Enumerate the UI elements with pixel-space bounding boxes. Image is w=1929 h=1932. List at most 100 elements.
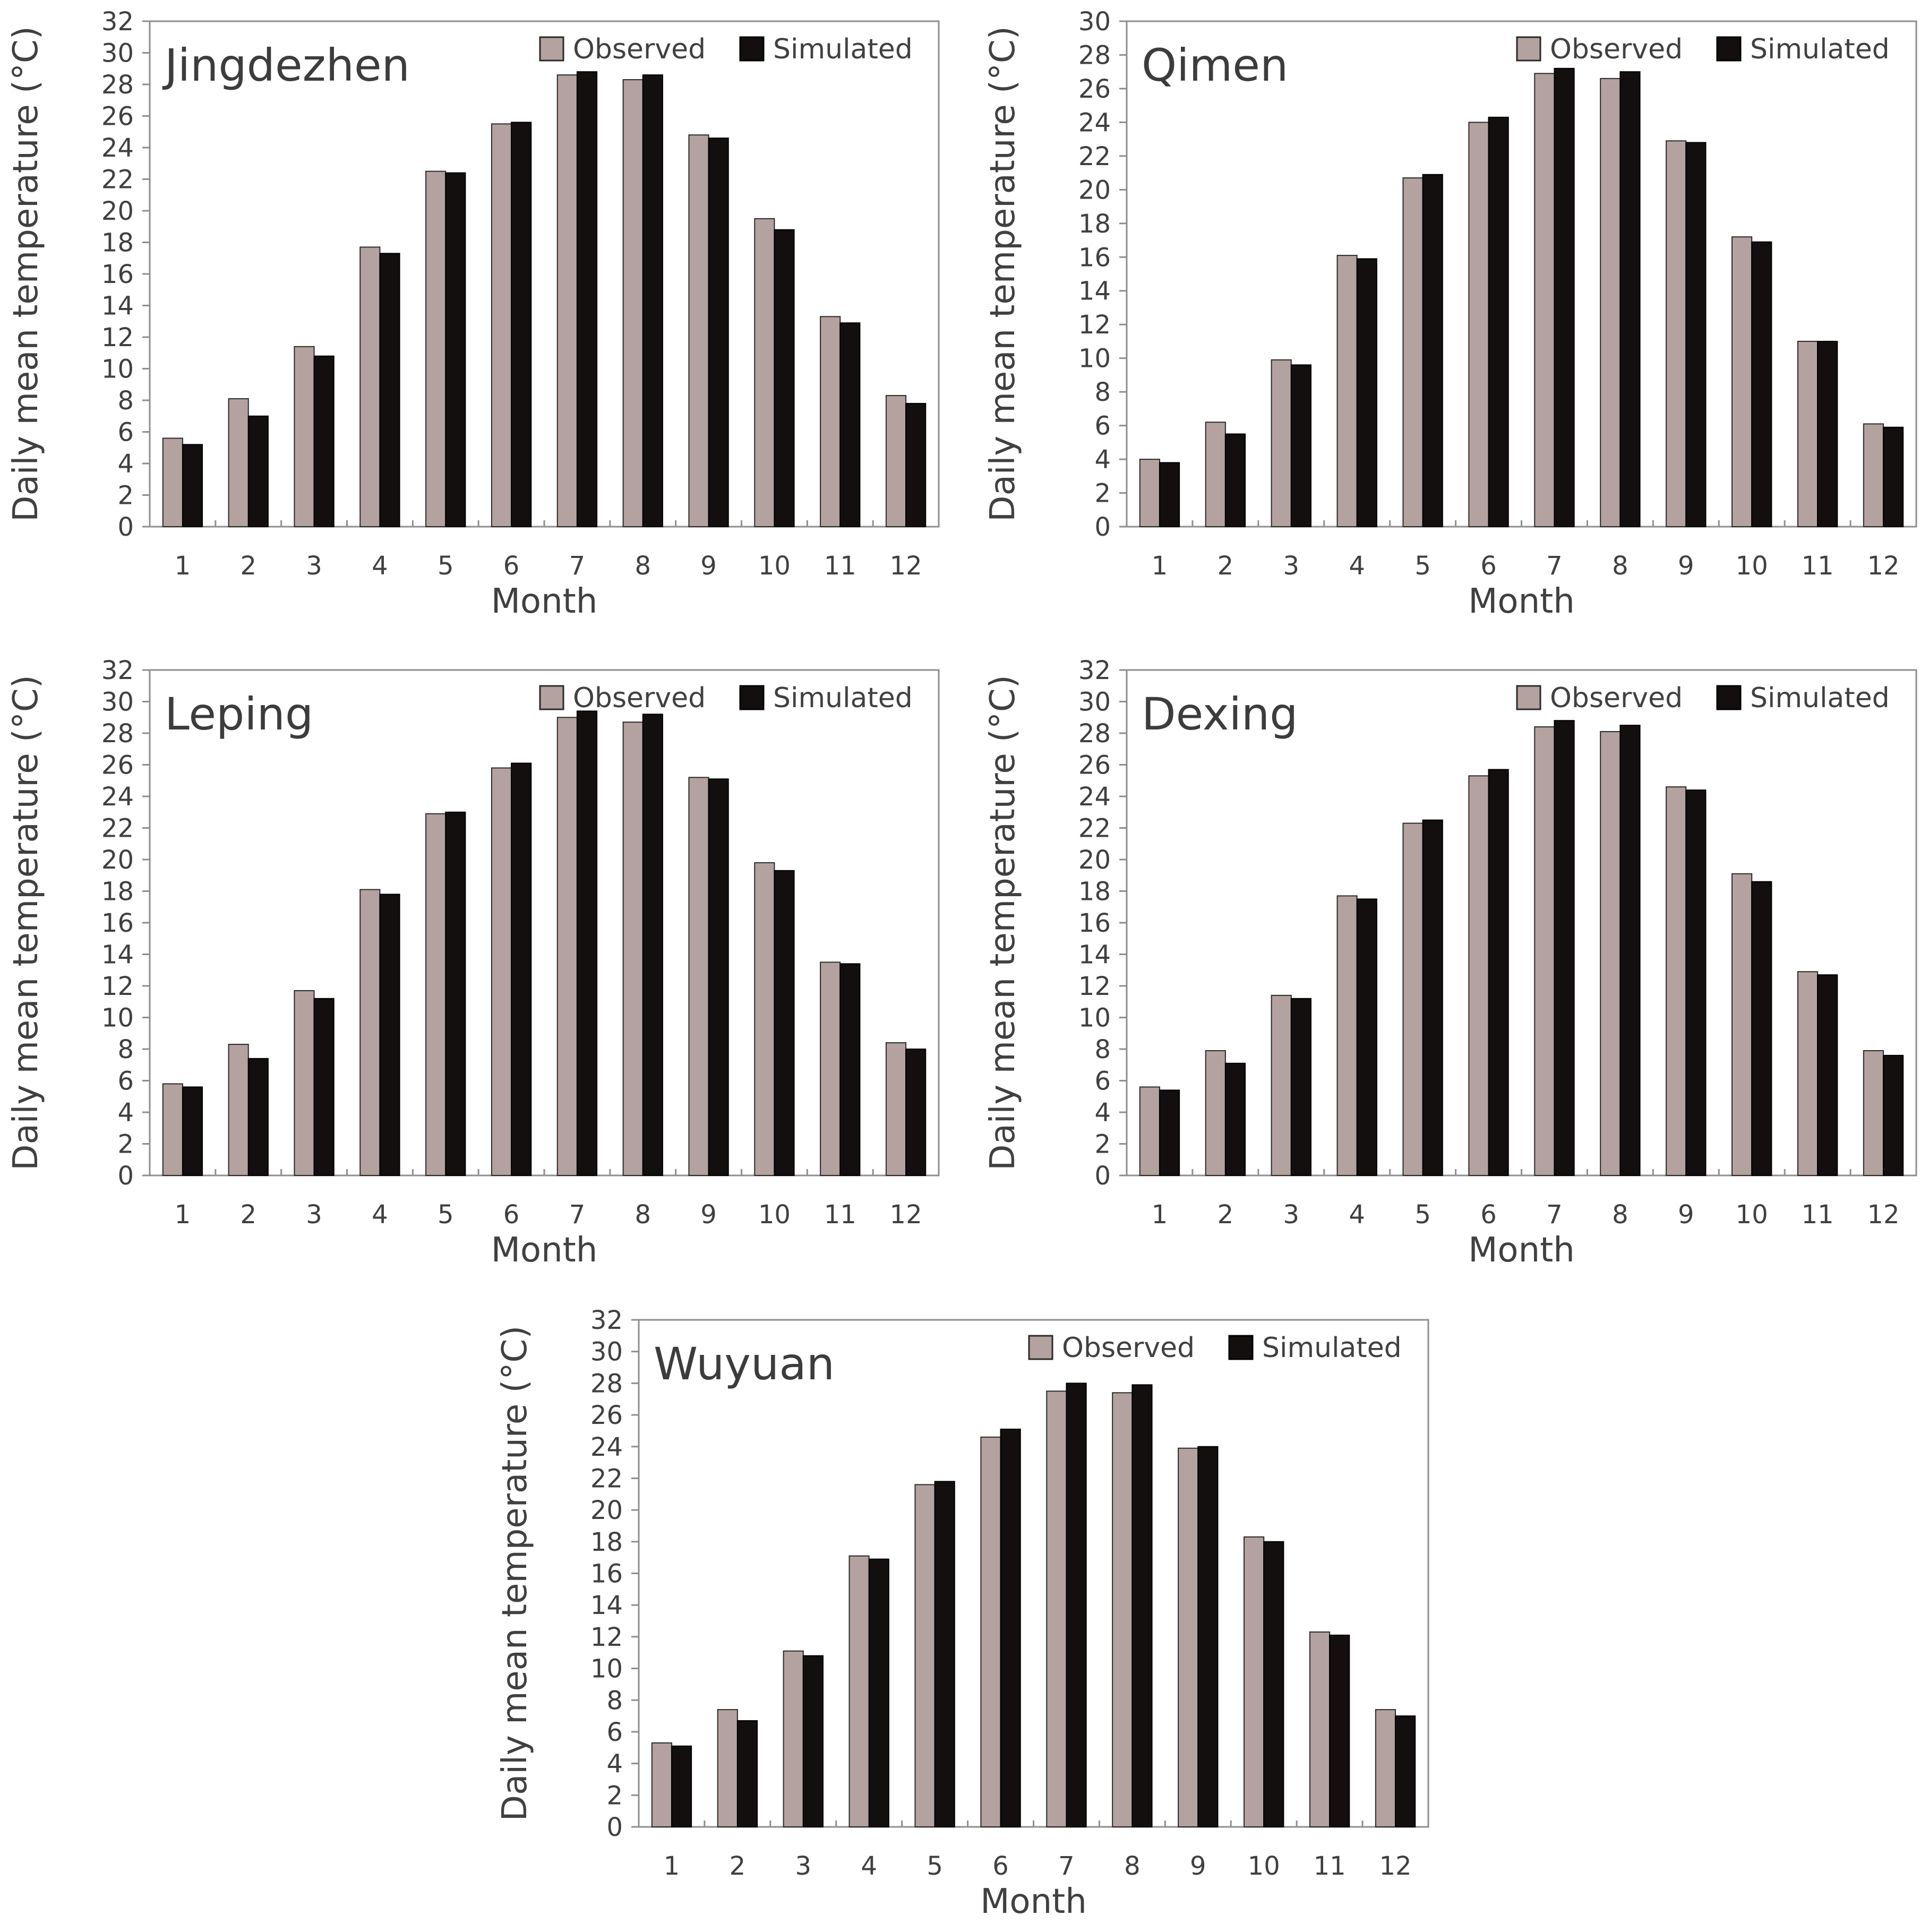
bar-observed-month-1 [162, 1083, 183, 1176]
x-tick-label: 2 [730, 1851, 746, 1881]
y-tick-label: 32 [101, 656, 134, 685]
bar-simulated-month-1 [671, 1745, 692, 1827]
y-tick-label: 28 [101, 719, 134, 749]
bar-observed-month-6 [491, 123, 512, 527]
y-tick-label: 28 [590, 1369, 623, 1398]
x-tick-label: 10 [1736, 551, 1768, 581]
x-tick-label: 2 [1218, 1200, 1234, 1230]
y-tick-label: 26 [1078, 74, 1111, 104]
bar-observed-month-5 [425, 170, 447, 527]
bar-observed-month-11 [820, 961, 841, 1176]
x-tick-label: 12 [890, 551, 922, 581]
x-tick-label: 10 [758, 551, 791, 581]
legend: Observed Simulated [539, 682, 913, 714]
legend-swatch-observed [539, 685, 564, 710]
bar-observed-month-10 [1244, 1536, 1265, 1827]
x-tick-label: 10 [1248, 1851, 1280, 1881]
y-tick-label: 12 [1078, 972, 1111, 1001]
y-tick-label: 16 [101, 260, 134, 289]
bar-observed-month-4 [359, 246, 381, 527]
bar-observed-month-4 [1336, 895, 1358, 1177]
x-tick-label: 4 [1349, 1200, 1365, 1230]
y-axis-title: Daily mean temperature (°C) [6, 675, 46, 1170]
bar-simulated-month-8 [642, 714, 663, 1177]
y-tick-label: 28 [101, 70, 134, 100]
y-tick-label: 2 [117, 481, 134, 511]
y-tick-label: 22 [101, 165, 134, 195]
bar-observed-month-2 [1205, 422, 1226, 528]
legend-swatch-simulated [1228, 1335, 1254, 1360]
y-tick-label: 14 [101, 291, 134, 321]
bar-observed-month-12 [885, 395, 907, 528]
legend-label-observed: Observed [1062, 1332, 1195, 1364]
x-tick-label: 1 [175, 551, 191, 581]
y-tick-label: 18 [1078, 209, 1111, 239]
y-axis-title: Daily mean temperature (°C) [983, 675, 1023, 1170]
bar-observed-month-2 [717, 1709, 738, 1827]
bar-observed-month-6 [980, 1436, 1001, 1827]
bar-simulated-month-5 [1422, 174, 1443, 528]
y-tick-label: 6 [117, 1067, 134, 1096]
bar-simulated-month-12 [905, 1049, 927, 1176]
bar-observed-month-7 [556, 717, 578, 1176]
bar-observed-month-10 [754, 862, 775, 1176]
bar-observed-month-12 [1863, 1050, 1884, 1176]
x-tick-label: 8 [1612, 1200, 1628, 1230]
y-tick-label: 20 [1078, 845, 1111, 875]
x-tick-label: 9 [1678, 1200, 1694, 1230]
bar-simulated-month-12 [1395, 1715, 1416, 1827]
bar-observed-month-9 [688, 134, 709, 527]
station-name: Jingdezhen [162, 39, 410, 91]
x-tick-label: 5 [927, 1851, 943, 1881]
y-tick-label: 0 [117, 1161, 134, 1191]
bar-simulated-month-5 [445, 172, 466, 528]
x-tick-label: 3 [306, 551, 322, 581]
legend: Observed Simulated [1516, 682, 1890, 714]
bar-observed-month-10 [1731, 873, 1753, 1176]
y-tick-label: 24 [1078, 108, 1111, 138]
bar-simulated-month-7 [1066, 1383, 1087, 1827]
y-tick-label: 22 [101, 814, 134, 844]
x-tick-label: 7 [569, 1200, 586, 1230]
bar-observed-month-5 [425, 813, 447, 1176]
bar-simulated-month-12 [1883, 426, 1904, 527]
bar-observed-month-3 [1271, 994, 1292, 1176]
x-tick-label: 3 [1283, 551, 1300, 581]
y-tick-label: 32 [590, 1306, 623, 1335]
bar-simulated-month-3 [1290, 998, 1311, 1177]
legend: Observed Simulated [1028, 1332, 1402, 1364]
y-tick-label: 10 [101, 355, 134, 384]
y-tick-label: 30 [101, 688, 134, 717]
bar-simulated-month-7 [576, 71, 598, 527]
y-tick-label: 10 [1078, 344, 1111, 374]
y-tick-label: 12 [101, 972, 134, 1001]
legend: Observed Simulated [1516, 33, 1890, 65]
y-tick-label: 22 [590, 1464, 623, 1493]
x-tick-label: 9 [700, 1200, 717, 1230]
bar-observed-month-8 [622, 79, 644, 527]
bar-simulated-month-1 [182, 444, 203, 527]
x-tick-label: 6 [1480, 551, 1497, 581]
y-tick-label: 12 [101, 323, 134, 353]
bar-observed-month-11 [1797, 340, 1819, 528]
x-tick-label: 1 [1152, 1200, 1168, 1230]
x-tick-label: 5 [438, 551, 454, 581]
y-tick-label: 18 [101, 877, 134, 907]
y-tick-label: 16 [101, 908, 134, 938]
station-name: Wuyuan [654, 1338, 835, 1390]
bar-simulated-month-9 [1197, 1446, 1219, 1827]
legend: Observed Simulated [539, 33, 913, 65]
bar-simulated-month-4 [1356, 898, 1377, 1176]
y-tick-label: 26 [1078, 751, 1111, 780]
y-tick-label: 4 [1094, 445, 1111, 475]
y-tick-label: 2 [606, 1781, 623, 1810]
x-tick-label: 4 [372, 551, 388, 581]
x-tick-label: 2 [240, 551, 256, 581]
legend-swatch-observed [1516, 685, 1541, 710]
bar-observed-month-7 [556, 74, 578, 527]
bar-observed-month-6 [1468, 122, 1489, 527]
bar-simulated-month-5 [1422, 819, 1443, 1176]
station-name: Leping [165, 688, 313, 740]
